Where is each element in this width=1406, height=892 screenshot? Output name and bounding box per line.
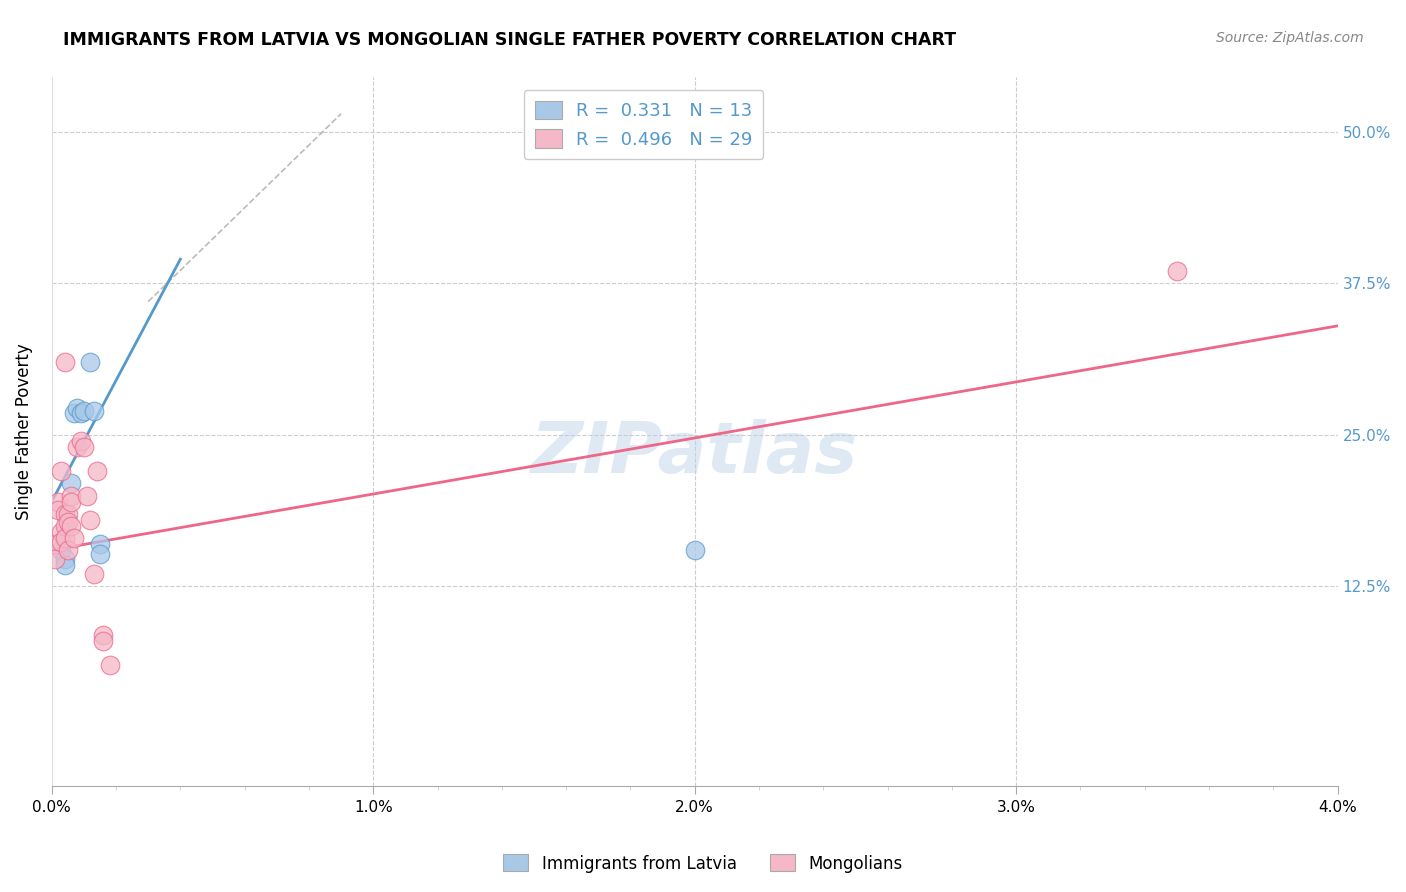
Point <box>73 403 96 417</box>
Point <box>53 551 76 566</box>
Point <box>76 489 98 503</box>
Point <box>91 628 114 642</box>
Point <box>63 406 86 420</box>
Point <box>86 464 108 478</box>
Point <box>56 515 79 529</box>
Point <box>1166 264 1188 278</box>
Text: IMMIGRANTS FROM LATVIA VS MONGOLIAN SINGLE FATHER POVERTY CORRELATION CHART: IMMIGRANTS FROM LATVIA VS MONGOLIAN SING… <box>63 31 956 49</box>
Point <box>53 558 76 572</box>
Point <box>69 434 91 448</box>
Point <box>91 634 114 648</box>
Point <box>53 518 76 533</box>
Point <box>66 440 89 454</box>
Point <box>46 494 69 508</box>
Text: Source: ZipAtlas.com: Source: ZipAtlas.com <box>1216 31 1364 45</box>
Point <box>56 507 79 521</box>
Text: ZIPatlas: ZIPatlas <box>531 418 859 488</box>
Point <box>63 531 86 545</box>
Point <box>60 489 83 503</box>
Point <box>79 355 101 369</box>
Point <box>53 507 76 521</box>
Point <box>53 355 76 369</box>
Point <box>66 401 89 416</box>
Point <box>46 503 69 517</box>
Point <box>60 494 83 508</box>
Point <box>60 518 83 533</box>
Point <box>79 513 101 527</box>
Point <box>69 406 91 420</box>
Point <box>60 476 83 491</box>
Point <box>83 567 105 582</box>
Legend: R =  0.331   N = 13, R =  0.496   N = 29: R = 0.331 N = 13, R = 0.496 N = 29 <box>523 90 763 160</box>
Point <box>53 531 76 545</box>
Legend: Immigrants from Latvia, Mongolians: Immigrants from Latvia, Mongolians <box>496 847 910 880</box>
Point <box>98 658 121 673</box>
Point <box>44 537 66 551</box>
Point <box>683 543 706 558</box>
Point <box>56 543 79 558</box>
Point <box>51 543 73 558</box>
Point <box>51 464 73 478</box>
Point <box>73 440 96 454</box>
Y-axis label: Single Father Poverty: Single Father Poverty <box>15 343 32 520</box>
Point <box>44 551 66 566</box>
Point <box>89 537 111 551</box>
Point <box>89 547 111 561</box>
Point <box>51 524 73 539</box>
Point <box>51 534 73 549</box>
Point <box>83 403 105 417</box>
